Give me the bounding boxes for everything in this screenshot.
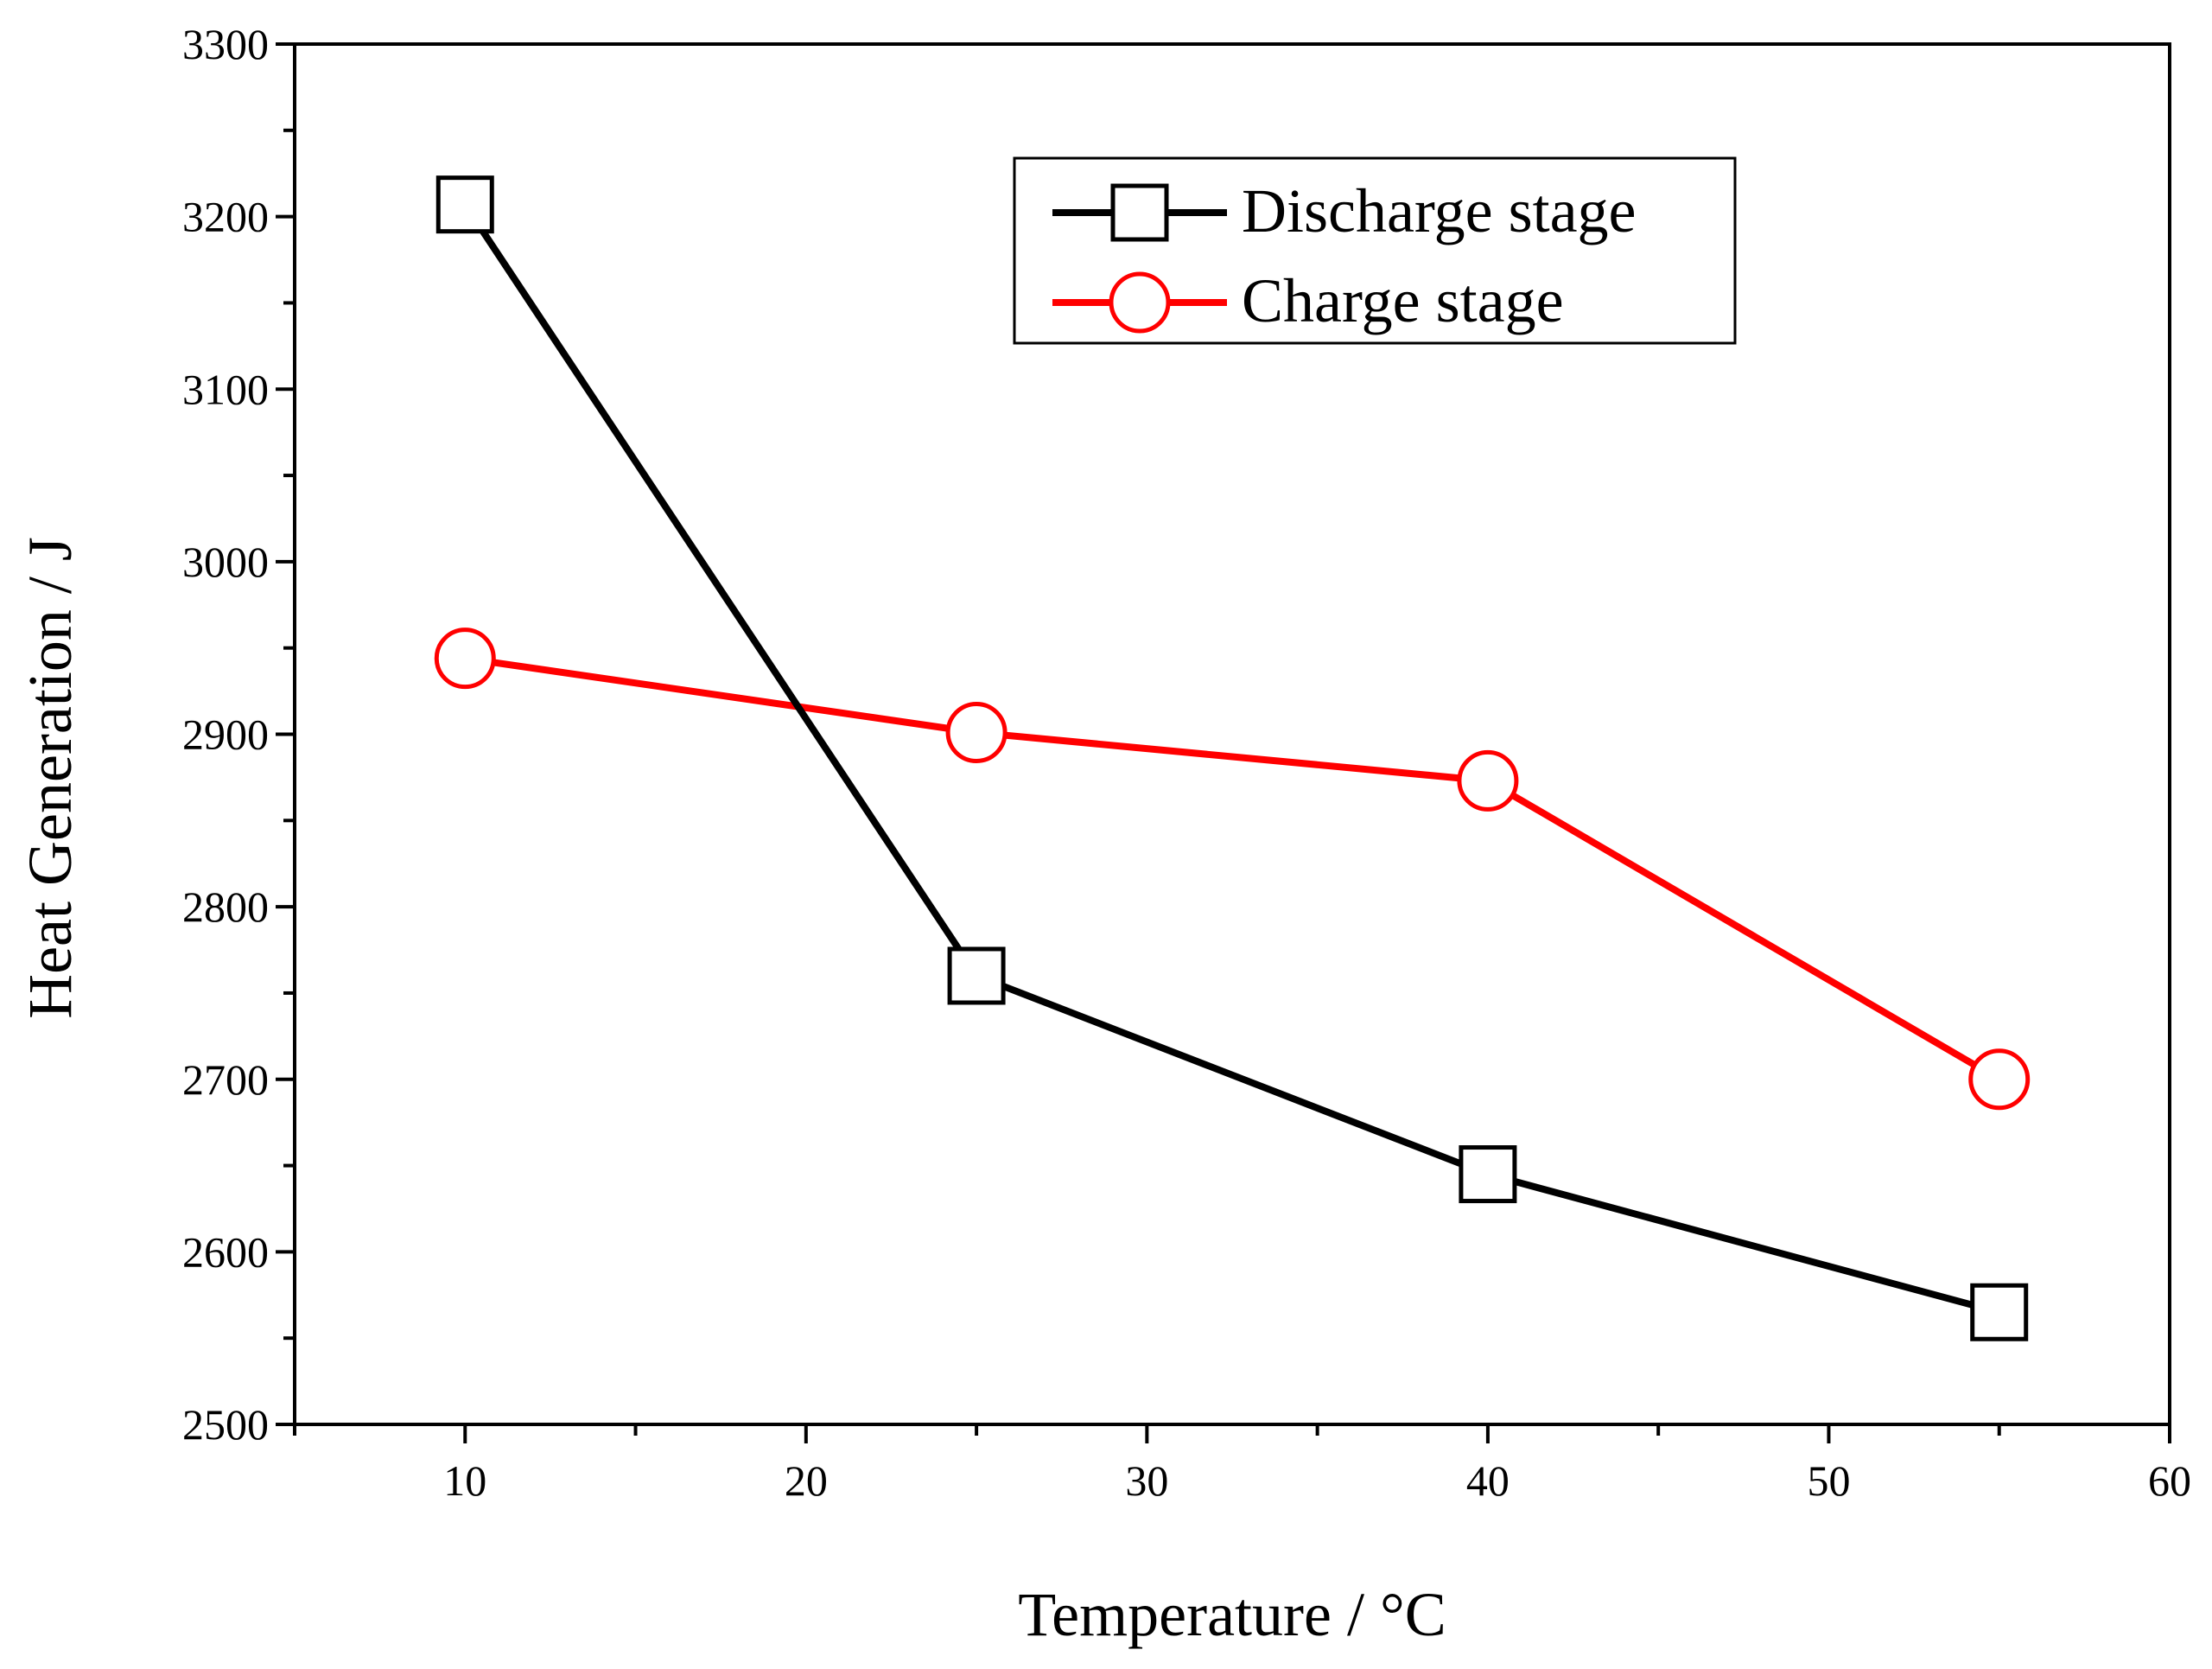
legend-label-charge: Charge stage [1242, 266, 1564, 335]
y-tick-label: 2900 [182, 710, 269, 759]
series-discharge-stage [435, 175, 2029, 1341]
data-point-circle [1457, 749, 1519, 812]
series-charge-stage [434, 627, 2031, 1111]
y-tick-label: 2700 [182, 1055, 269, 1104]
x-tick-label: 40 [1466, 1456, 1510, 1505]
y-tick-label: 3000 [182, 538, 269, 586]
legend-marker-circle [1109, 271, 1171, 334]
data-point-square [1459, 1145, 1517, 1204]
series-line [464, 654, 2001, 1083]
data-point-circle [1968, 1048, 2031, 1111]
y-axis-title: Heat Generation / J [16, 537, 85, 1019]
y-tick-label: 3200 [182, 193, 269, 241]
data-point-square [947, 946, 1006, 1005]
series-line [461, 202, 2000, 1316]
y-axis-ticks [276, 42, 295, 1426]
y-tick-label: 3100 [182, 365, 269, 413]
y-tick-label: 2600 [182, 1227, 269, 1276]
legend-marker-square [1110, 183, 1169, 242]
x-tick-label: 60 [2148, 1456, 2191, 1505]
series-layer [434, 175, 2031, 1341]
y-tick-label: 2800 [182, 882, 269, 931]
y-tick-label: 3300 [182, 20, 269, 68]
x-axis-title: Temperature / °C [1018, 1580, 1446, 1649]
x-tick-label: 30 [1125, 1456, 1168, 1505]
data-point-circle [434, 627, 496, 690]
data-point-square [1970, 1283, 2029, 1341]
x-axis-ticks [293, 1424, 2171, 1443]
y-axis-tick-labels: 2500 2600 2700 2800 2900 3000 3100 3200 3300 [182, 20, 269, 1449]
x-tick-label: 10 [443, 1456, 486, 1505]
data-point-circle [945, 702, 1007, 764]
legend: Discharge stage Charge stage [1013, 156, 1737, 345]
legend-label-discharge: Discharge stage [1242, 176, 1637, 245]
x-tick-label: 50 [1807, 1456, 1850, 1505]
y-tick-label: 2500 [182, 1400, 269, 1449]
data-point-square [435, 175, 494, 234]
x-axis-tick-labels: 10 20 30 40 50 60 [443, 1456, 2191, 1505]
x-tick-label: 20 [785, 1456, 828, 1505]
